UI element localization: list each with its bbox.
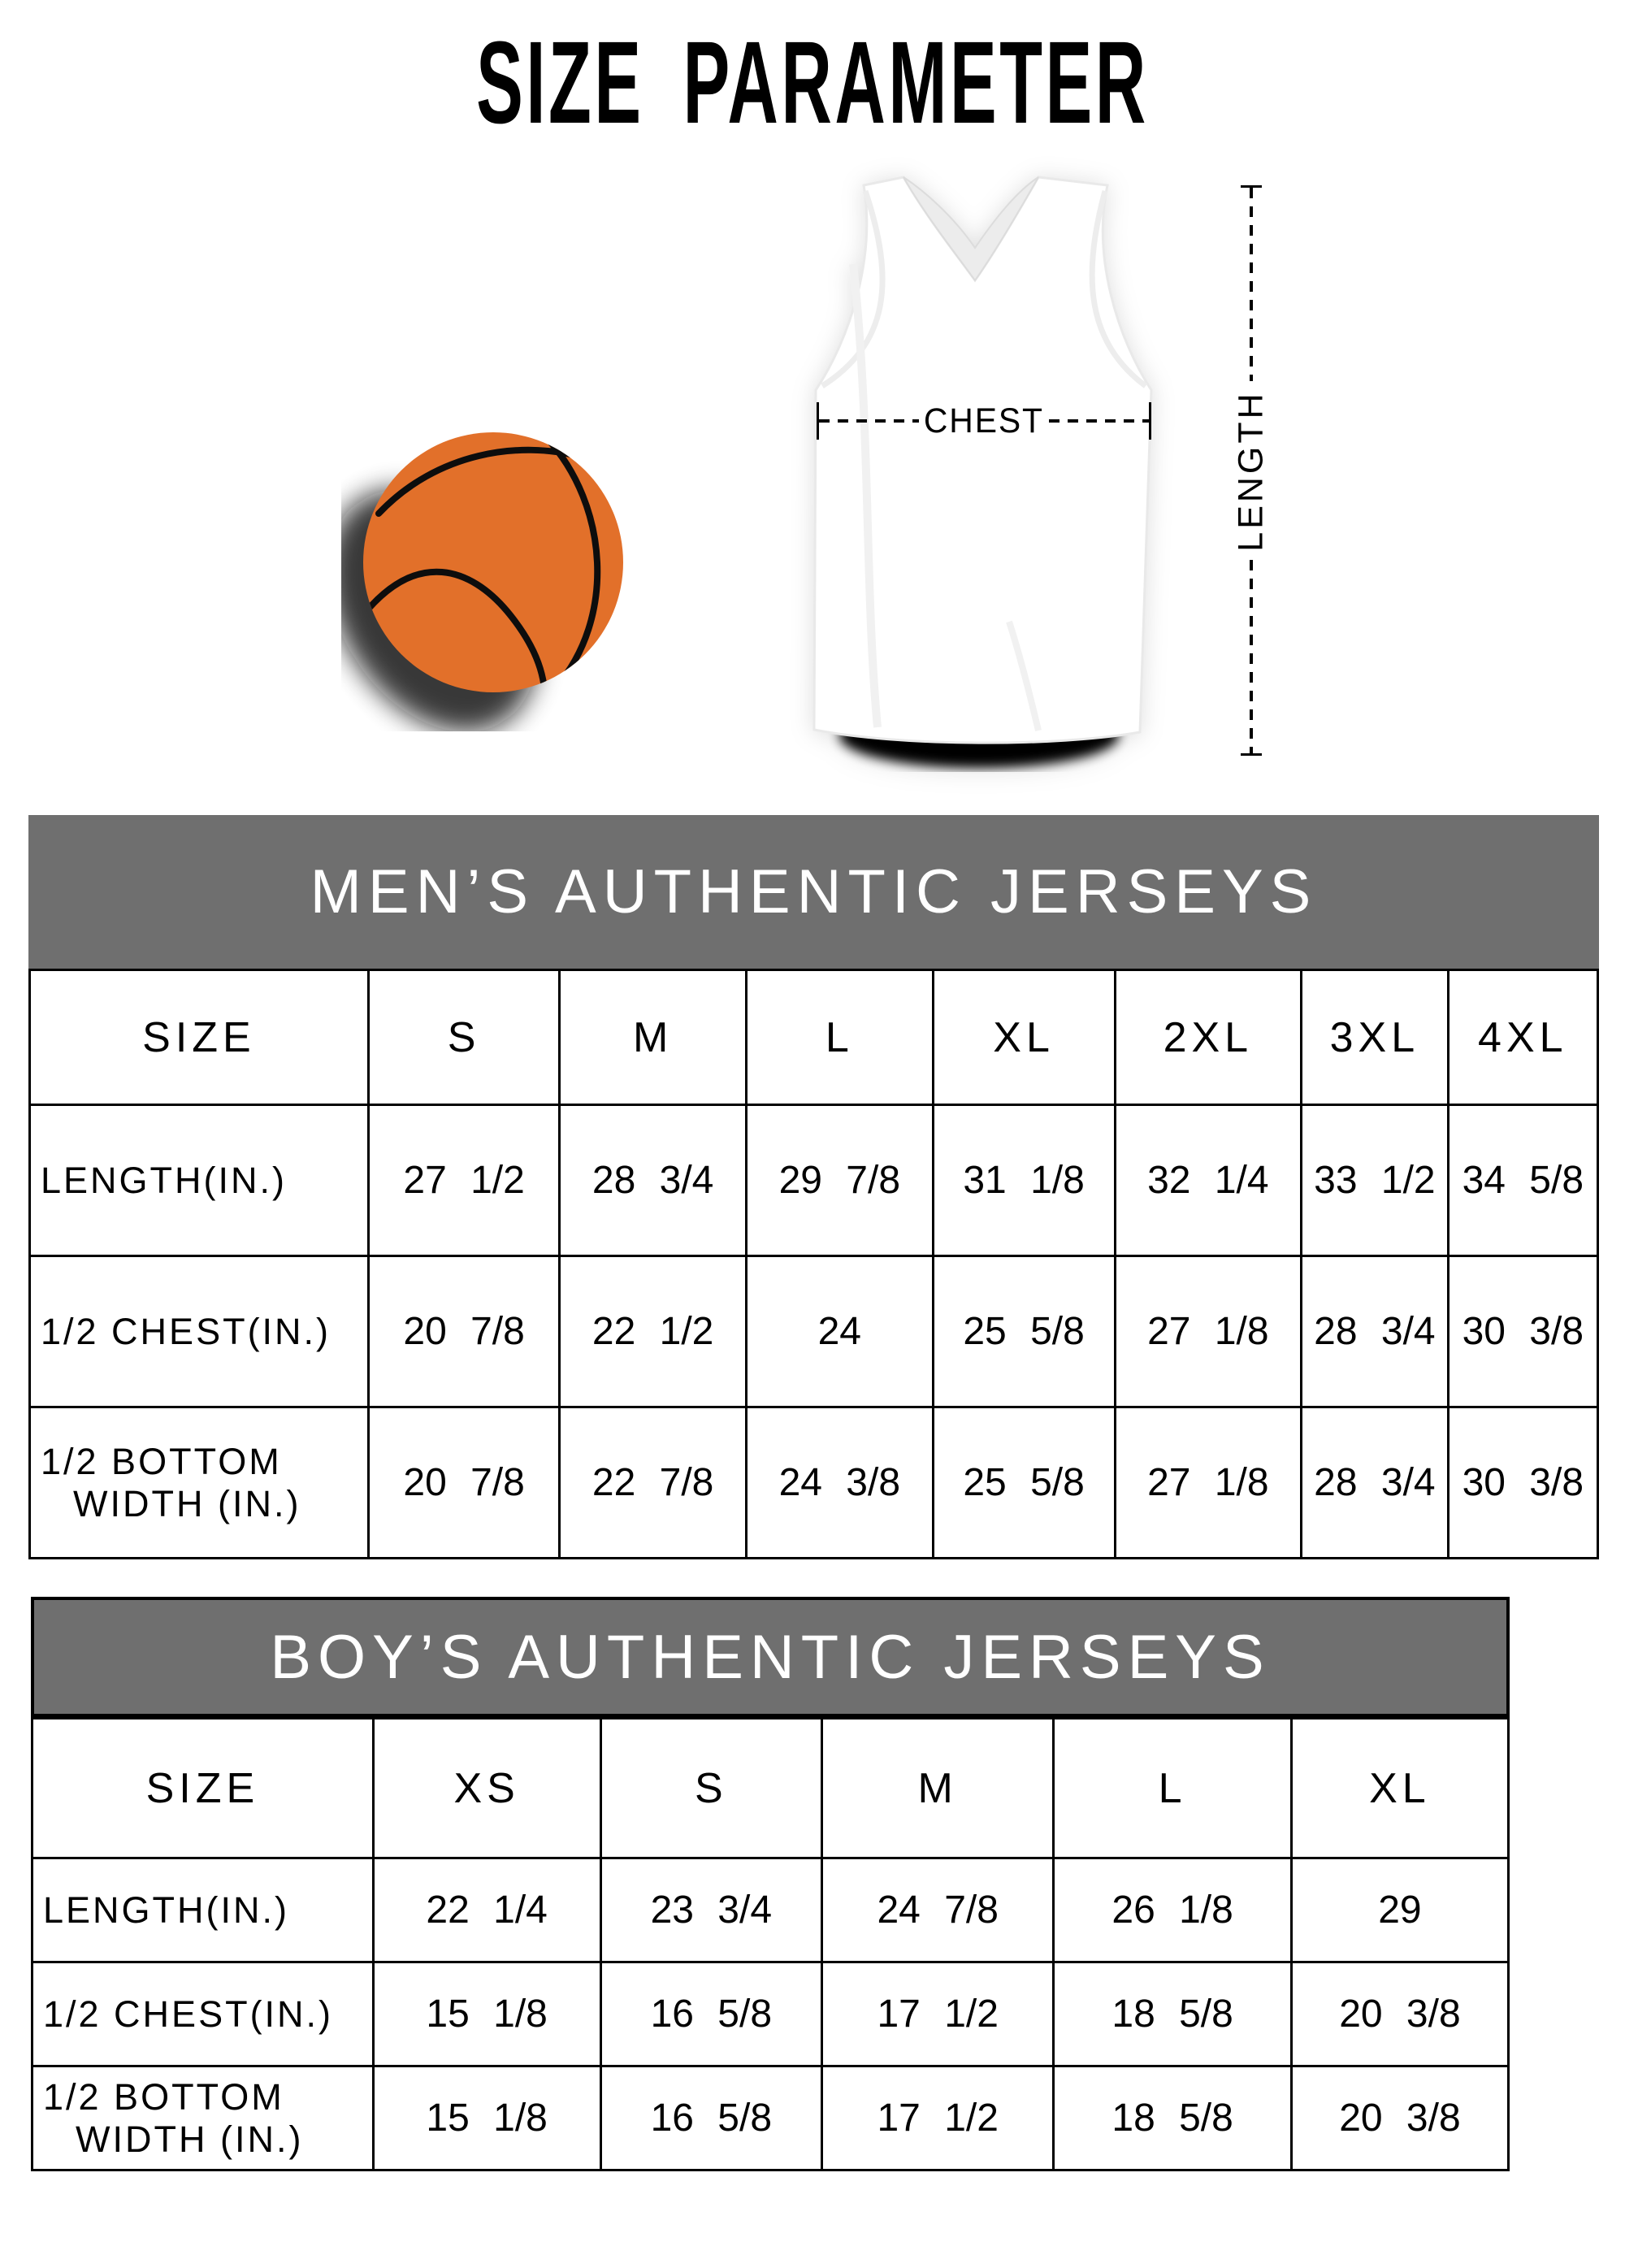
size-value-cell: 24 [744, 1255, 934, 1408]
length-label: LENGTH [1231, 389, 1271, 552]
size-value-cell: 22 1/2 [558, 1255, 748, 1408]
boys-col-xs: XS [371, 1717, 602, 1859]
mens-size-table: SIZE S M L XL 2XL 3XL 4XL LENGTH(IN.) 27… [28, 969, 1600, 1559]
size-value-cell: 20 3/8 [1289, 2065, 1510, 2171]
chest-dashed-line-left [819, 419, 920, 423]
boys-size-table: SIZE XS S M L XL LENGTH(IN.) 22 1/4 23 3… [31, 1717, 1510, 2171]
row-label: LENGTH(IN.) [31, 1857, 375, 1963]
mens-col-m: M [558, 969, 748, 1106]
mens-size-label-cell: SIZE [28, 969, 370, 1106]
boys-header-row: SIZE XS S M L XL [31, 1717, 1510, 1859]
row-label: 1/2 BOTTOM WIDTH (IN.) [28, 1406, 370, 1559]
boys-col-l: L [1052, 1717, 1293, 1859]
size-value-cell: 26 1/8 [1052, 1857, 1293, 1963]
size-value-cell: 16 5/8 [599, 1961, 824, 2067]
boys-length-row: LENGTH(IN.) 22 1/4 23 3/4 24 7/8 26 1/8 … [31, 1857, 1510, 1963]
mens-header-row: SIZE S M L XL 2XL 3XL 4XL [28, 969, 1600, 1106]
size-value-cell: 31 1/8 [931, 1104, 1116, 1257]
chest-dashed-line-right [1048, 419, 1150, 423]
length-top-tick [1241, 185, 1262, 188]
basketball-body [363, 432, 623, 692]
size-value-cell: 28 3/4 [1300, 1255, 1450, 1408]
size-value-cell: 30 3/8 [1446, 1255, 1600, 1408]
size-value-cell: 27 1/2 [366, 1104, 561, 1257]
mens-col-l: L [744, 969, 934, 1106]
mens-bottom-width-row: 1/2 BOTTOM WIDTH (IN.) 20 7/8 22 7/8 24 3… [28, 1406, 1600, 1559]
row-label: 1/2 CHEST(IN.) [28, 1255, 370, 1408]
size-value-cell: 33 1/2 [1300, 1104, 1450, 1257]
chest-right-tick [1149, 402, 1152, 440]
size-value-cell: 15 1/8 [371, 2065, 602, 2171]
jersey-right-armhole [1089, 190, 1148, 388]
size-value-cell: 17 1/2 [821, 2065, 1055, 2171]
size-value-cell: 25 5/8 [931, 1255, 1116, 1408]
mens-col-4xl: 4XL [1446, 969, 1600, 1106]
boys-col-m: M [821, 1717, 1055, 1859]
length-bottom-tick [1241, 753, 1262, 756]
chest-left-tick [817, 402, 819, 440]
boys-table-section: BOY’S AUTHENTIC JERSEYS SIZE XS S M L XL… [31, 1597, 1510, 2171]
size-value-cell: 30 3/8 [1446, 1406, 1600, 1559]
jersey-fold-line [849, 263, 882, 728]
size-value-cell: 25 5/8 [931, 1406, 1116, 1559]
size-value-cell: 29 [1289, 1857, 1510, 1963]
size-value-cell: 29 7/8 [744, 1104, 934, 1257]
mens-col-2xl: 2XL [1113, 969, 1303, 1106]
mens-table-section: MEN’S AUTHENTIC JERSEYS SIZE S M L XL 2X… [28, 815, 1600, 1559]
boys-bottom-width-row: 1/2 BOTTOM WIDTH (IN.) 15 1/8 16 5/8 17 1… [31, 2065, 1510, 2171]
mens-header-title: MEN’S AUTHENTIC JERSEYS [310, 857, 1318, 926]
basketball-illustration [341, 432, 623, 731]
length-dashed-line-bottom [1250, 560, 1253, 753]
size-value-cell: 28 3/4 [558, 1104, 748, 1257]
size-value-cell: 18 5/8 [1052, 1961, 1293, 2067]
size-value-cell: 22 1/4 [371, 1857, 602, 1963]
size-value-cell: 20 3/8 [1289, 1961, 1510, 2067]
size-value-cell: 34 5/8 [1446, 1104, 1600, 1257]
row-label-line2: WIDTH (IN.) [73, 1482, 301, 1524]
jersey-illustration [812, 176, 1153, 768]
row-label: 1/2 CHEST(IN.) [31, 1961, 375, 2067]
boys-col-s: S [599, 1717, 824, 1859]
row-label: LENGTH(IN.) [28, 1104, 370, 1257]
size-value-cell: 18 5/8 [1052, 2065, 1293, 2171]
size-value-cell: 24 7/8 [821, 1857, 1055, 1963]
mens-col-xl: XL [931, 969, 1116, 1106]
size-value-cell: 24 3/8 [744, 1406, 934, 1559]
size-value-cell: 15 1/8 [371, 1961, 602, 2067]
boys-chest-row: 1/2 CHEST(IN.) 15 1/8 16 5/8 17 1/2 18 5… [31, 1961, 1510, 2067]
size-value-cell: 32 1/4 [1113, 1104, 1303, 1257]
mens-col-3xl: 3XL [1300, 969, 1450, 1106]
jersey-vneck [903, 176, 1039, 282]
length-dashed-line-top [1250, 188, 1253, 381]
chest-measure-line: CHEST [817, 401, 1152, 440]
row-label-line1: 1/2 BOTTOM [41, 1440, 282, 1482]
row-label: 1/2 BOTTOM WIDTH (IN.) [31, 2065, 375, 2171]
mens-col-s: S [366, 969, 561, 1106]
size-value-cell: 16 5/8 [599, 2065, 824, 2171]
mens-chest-row: 1/2 CHEST(IN.) 20 7/8 22 1/2 24 25 5/8 2… [28, 1255, 1600, 1408]
row-label-line2: WIDTH (IN.) [76, 2118, 304, 2160]
row-label-line1: 1/2 BOTTOM [43, 2075, 284, 2118]
size-value-cell: 27 1/8 [1113, 1255, 1303, 1408]
size-value-cell: 23 3/4 [599, 1857, 824, 1963]
mens-header-bar: MEN’S AUTHENTIC JERSEYS [28, 815, 1599, 969]
page-title: SIZE PARAMETER [476, 17, 1149, 148]
mens-length-row: LENGTH(IN.) 27 1/2 28 3/4 29 7/8 31 1/8 … [28, 1104, 1600, 1257]
size-value-cell: 17 1/2 [821, 1961, 1055, 2067]
size-value-cell: 20 7/8 [366, 1406, 561, 1559]
size-value-cell: 22 7/8 [558, 1406, 748, 1559]
jersey-fold-line-2 [1006, 620, 1042, 731]
length-measure-line: LENGTH [1232, 185, 1271, 756]
jersey-left-armhole [821, 189, 886, 388]
boys-size-label-cell: SIZE [31, 1717, 375, 1859]
boys-col-xl: XL [1289, 1717, 1510, 1859]
boys-header-title: BOY’S AUTHENTIC JERSEYS [270, 1622, 1271, 1692]
size-value-cell: 28 3/4 [1300, 1406, 1450, 1559]
size-value-cell: 27 1/8 [1113, 1406, 1303, 1559]
length-label-wrap: LENGTH [1171, 381, 1332, 560]
size-value-cell: 20 7/8 [366, 1255, 561, 1408]
chest-label: CHEST [924, 401, 1044, 440]
boys-header-bar: BOY’S AUTHENTIC JERSEYS [31, 1597, 1510, 1717]
